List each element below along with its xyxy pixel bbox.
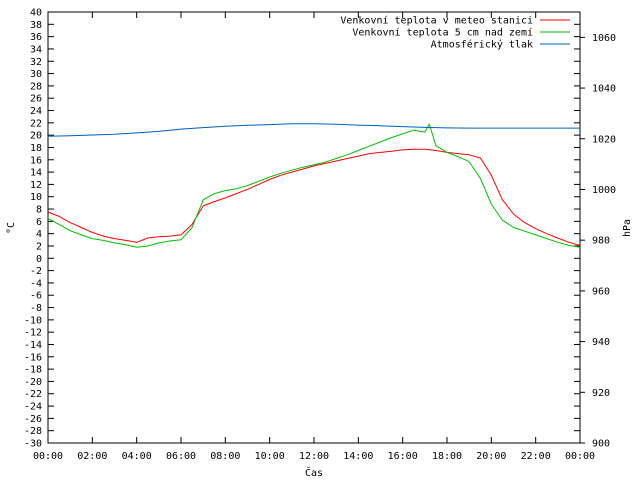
y-tick-label: -2: [30, 266, 42, 277]
y-tick-label: 2: [36, 241, 42, 252]
y-tick-label: -10: [24, 315, 42, 326]
x-tick-label: 06:00: [166, 451, 196, 462]
x-tick-label: 08:00: [210, 451, 240, 462]
y-tick-label: -20: [24, 377, 42, 388]
legend-label-1: Venkovní teplota v meteo stanici: [340, 15, 533, 27]
series-line-2: [47, 123, 581, 248]
x-tick-label: 22:00: [521, 451, 551, 462]
series-line-1: [47, 148, 581, 246]
legend: Venkovní teplota v meteo staniciVenkovní…: [340, 15, 570, 51]
y-tick-label: -6: [30, 291, 42, 302]
y2-tick-label: 1060: [592, 33, 616, 44]
legend-label-2: Venkovní teplota 5 cm nad zemí: [352, 27, 533, 39]
y-tick-label: 12: [30, 180, 42, 191]
x-tick-label: 04:00: [122, 451, 152, 462]
x-tick-label: 10:00: [255, 451, 285, 462]
y-tick-label: 22: [30, 118, 42, 129]
y-tick-label: 14: [30, 168, 42, 179]
y-axis-label: °C: [6, 222, 17, 234]
x-tick-label: 18:00: [432, 451, 462, 462]
x-tick-label: 00:00: [565, 451, 595, 462]
y2-tick-label: 1020: [592, 134, 616, 145]
legend-label-3: Atmosférický tlak: [431, 39, 533, 51]
y-tick-label: -16: [24, 352, 42, 363]
y-tick-label: 6: [36, 217, 42, 228]
x-tick-label: 16:00: [388, 451, 418, 462]
y-tick-label: 26: [30, 94, 42, 105]
y-tick-label: -30: [24, 439, 42, 450]
y-tick-label: -14: [24, 340, 42, 351]
x-tick-label: 00:00: [33, 451, 63, 462]
y2-tick-label: 940: [592, 337, 610, 348]
y-axis-right: 900 920 940 960 980 1000 1020 1040 1060: [580, 33, 616, 450]
y-tick-label: 16: [30, 155, 42, 166]
y-tick-label: -18: [24, 365, 42, 376]
y-tick-label: -28: [24, 426, 42, 437]
y-tick-label: -4: [30, 278, 42, 289]
y-tick-label: -12: [24, 328, 42, 339]
plot-frame: [47, 11, 581, 444]
y-tick-label: -24: [24, 402, 42, 413]
y-tick-label: 0: [36, 254, 42, 265]
x-axis: 00:00 02:00 04:00 06:00 08:00 10:00 12:00 14:00…: [33, 12, 595, 462]
y-tick-label: 10: [30, 192, 42, 203]
y2-tick-label: 900: [592, 439, 610, 450]
y-tick-label: 24: [30, 106, 42, 117]
y-tick-label: -26: [24, 414, 42, 425]
y2-axis-label: hPa: [622, 219, 633, 237]
x-tick-label: 20:00: [476, 451, 506, 462]
y-tick-label: 36: [30, 32, 42, 43]
x-tick-label: 12:00: [299, 451, 329, 462]
y-tick-label: 18: [30, 143, 42, 154]
x-axis-label: Čas: [305, 466, 323, 479]
y-tick-label: 20: [30, 131, 42, 142]
y-tick-label: 32: [30, 57, 42, 68]
series-group: [47, 123, 581, 248]
y-tick-label: -8: [30, 303, 42, 314]
series-line-3: [47, 123, 580, 137]
y-tick-label: 40: [30, 8, 42, 19]
y2-tick-label: 1000: [592, 185, 616, 196]
x-tick-label: 14:00: [343, 451, 373, 462]
y2-tick-label: 920: [592, 388, 610, 399]
x-tick-label: 02:00: [77, 451, 107, 462]
y-axis-left: -30-28-26-24-22-20-18-16-14-12-10-8-6-4-…: [24, 8, 580, 450]
y-tick-label: -22: [24, 389, 42, 400]
y2-tick-label: 960: [592, 286, 610, 297]
y-tick-label: 4: [36, 229, 42, 240]
y-tick-label: 34: [30, 44, 42, 55]
y-tick-label: 30: [30, 69, 42, 80]
y-tick-label: 8: [36, 205, 42, 216]
y-tick-label: 38: [30, 20, 42, 31]
y2-tick-label: 1040: [592, 84, 616, 95]
y2-tick-label: 980: [592, 236, 610, 247]
y-tick-label: 28: [30, 81, 42, 92]
